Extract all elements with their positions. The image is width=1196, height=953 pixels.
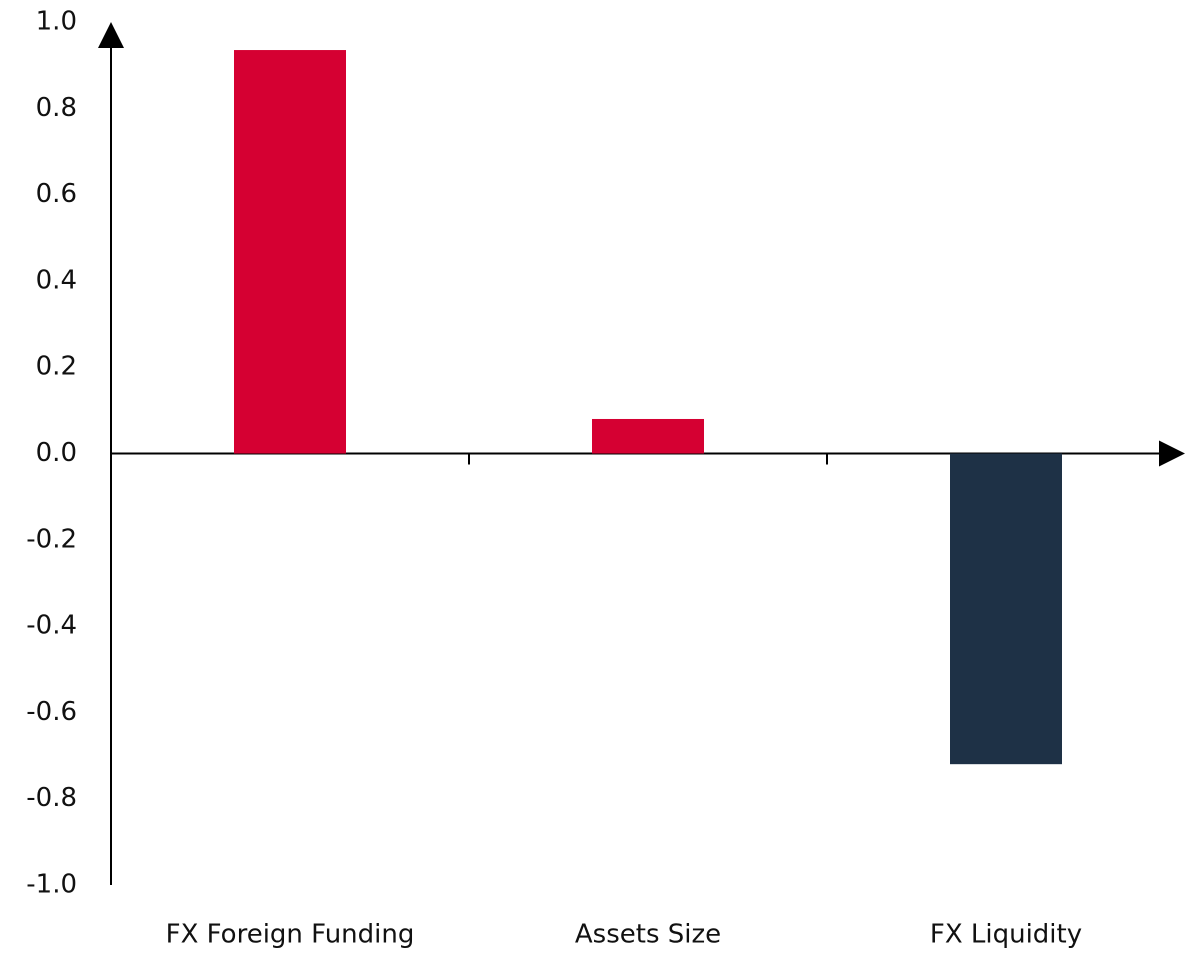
y-tick-label: 0.0 xyxy=(36,438,77,468)
y-tick-label: -1.0 xyxy=(26,870,77,900)
x-tick-label: Assets Size xyxy=(575,920,721,950)
bar xyxy=(234,50,346,454)
y-tick-label: 0.2 xyxy=(36,352,77,382)
y-tick-label: -0.6 xyxy=(26,697,77,727)
y-tick-label: -0.2 xyxy=(26,524,77,554)
x-tick-label: FX Foreign Funding xyxy=(166,920,415,950)
y-tick-label: 1.0 xyxy=(36,7,77,37)
y-tick-label: -0.4 xyxy=(26,611,77,641)
bar xyxy=(592,418,704,454)
x-axis-arrow xyxy=(1159,440,1185,467)
y-tick-label: 0.4 xyxy=(36,265,77,295)
y-tick-label: 0.6 xyxy=(36,179,77,209)
y-tick-label: -0.8 xyxy=(26,783,77,813)
bar xyxy=(950,453,1062,765)
x-tick-label: FX Liquidity xyxy=(930,920,1082,950)
y-axis-arrow xyxy=(98,22,124,48)
y-tick-label: 0.8 xyxy=(36,93,77,123)
